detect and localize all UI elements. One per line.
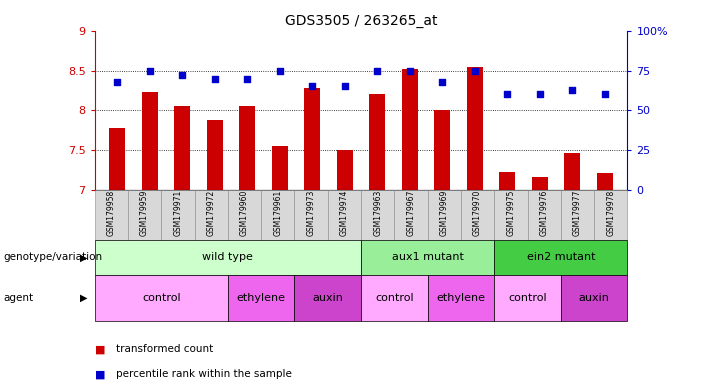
Text: GSM179978: GSM179978: [606, 190, 615, 236]
Point: [566, 87, 578, 93]
Bar: [467, 66, 483, 190]
Text: percentile rank within the sample: percentile rank within the sample: [116, 369, 292, 379]
Point: [469, 68, 480, 74]
Text: GSM179972: GSM179972: [207, 190, 216, 236]
Text: GSM179976: GSM179976: [540, 190, 549, 236]
Text: GSM179974: GSM179974: [340, 190, 349, 236]
Point: [209, 75, 220, 81]
Text: GSM179961: GSM179961: [273, 190, 283, 236]
Point: [372, 68, 383, 74]
Text: control: control: [508, 293, 547, 303]
Point: [242, 75, 253, 81]
Text: GSM179971: GSM179971: [173, 190, 182, 236]
Point: [306, 83, 318, 89]
Text: ethylene: ethylene: [437, 293, 485, 303]
Bar: [109, 128, 125, 190]
Text: control: control: [375, 293, 414, 303]
Text: GSM179967: GSM179967: [407, 190, 416, 236]
Text: GSM179960: GSM179960: [240, 190, 249, 236]
Bar: [207, 120, 223, 190]
Bar: [239, 106, 255, 190]
Text: aux1 mutant: aux1 mutant: [392, 252, 463, 262]
Point: [534, 91, 545, 98]
Text: GSM179963: GSM179963: [373, 190, 382, 236]
Text: ein2 mutant: ein2 mutant: [526, 252, 595, 262]
Text: wild type: wild type: [203, 252, 253, 262]
Text: GSM179970: GSM179970: [473, 190, 482, 236]
Point: [111, 79, 123, 85]
Bar: [142, 92, 158, 190]
Text: ▶: ▶: [80, 252, 88, 262]
Bar: [434, 111, 450, 190]
Text: ▶: ▶: [80, 293, 88, 303]
Bar: [369, 94, 386, 190]
Bar: [272, 146, 288, 190]
Point: [339, 83, 350, 89]
Point: [144, 68, 156, 74]
Text: GSM179973: GSM179973: [306, 190, 315, 236]
Text: ■: ■: [95, 369, 105, 379]
Bar: [175, 106, 191, 190]
Text: auxin: auxin: [312, 293, 343, 303]
Text: GSM179969: GSM179969: [440, 190, 449, 236]
Text: auxin: auxin: [578, 293, 610, 303]
Text: ethylene: ethylene: [237, 293, 285, 303]
Bar: [336, 150, 353, 190]
Bar: [564, 154, 580, 190]
Bar: [499, 172, 515, 190]
Bar: [402, 69, 418, 190]
Text: transformed count: transformed count: [116, 344, 213, 354]
Text: GSM179958: GSM179958: [107, 190, 116, 236]
Point: [177, 72, 188, 78]
Text: ■: ■: [95, 344, 105, 354]
Bar: [531, 177, 547, 190]
Point: [599, 91, 611, 98]
Text: genotype/variation: genotype/variation: [4, 252, 102, 262]
Bar: [304, 88, 320, 190]
Title: GDS3505 / 263265_at: GDS3505 / 263265_at: [285, 14, 437, 28]
Text: agent: agent: [4, 293, 34, 303]
Bar: [597, 172, 613, 190]
Point: [502, 91, 513, 98]
Point: [437, 79, 448, 85]
Text: GSM179959: GSM179959: [140, 190, 149, 236]
Point: [404, 68, 416, 74]
Text: GSM179975: GSM179975: [506, 190, 515, 236]
Point: [274, 68, 285, 74]
Text: control: control: [142, 293, 181, 303]
Text: GSM179977: GSM179977: [573, 190, 582, 236]
